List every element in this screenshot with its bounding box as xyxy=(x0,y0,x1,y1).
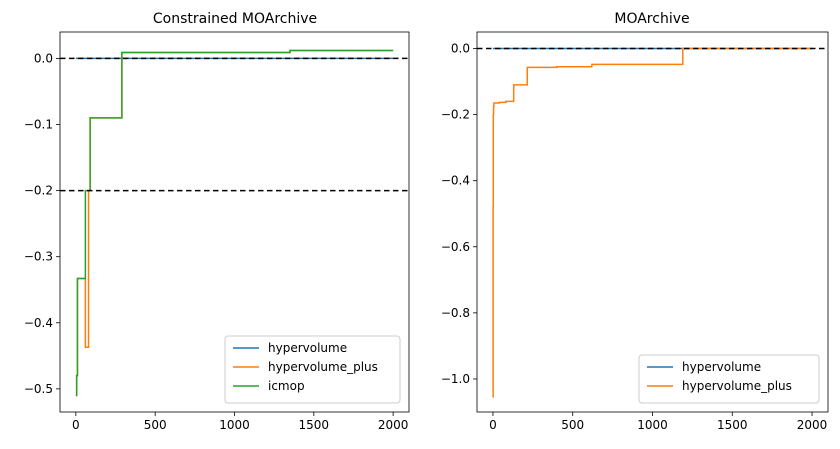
x-tick-label: 500 xyxy=(144,418,167,432)
y-tick-label: −0.4 xyxy=(441,174,470,188)
x-tick-label: 1500 xyxy=(299,418,330,432)
legend: hypervolume hypervolume_plus xyxy=(638,354,820,404)
x-tick-label: 1500 xyxy=(717,418,748,432)
y-tick-label: −0.2 xyxy=(24,184,53,198)
legend-box xyxy=(224,335,401,404)
y-tick-label: −1.0 xyxy=(441,372,470,386)
plot-area xyxy=(60,49,409,397)
legend-label-hypervolume_plus: hypervolume_plus xyxy=(268,360,378,374)
x-tick-label: 2000 xyxy=(378,418,409,432)
x-tick-label: 1000 xyxy=(637,418,668,432)
legend-label-hypervolume: hypervolume xyxy=(682,360,761,374)
y-tick-label: −0.8 xyxy=(441,306,470,320)
x-tick-label: 2000 xyxy=(797,418,828,432)
legend-label-hypervolume_plus: hypervolume_plus xyxy=(682,379,792,393)
legend-box xyxy=(638,354,820,404)
right-chart-title: MOArchive xyxy=(614,11,689,27)
x-tick-label: 0 xyxy=(72,418,80,432)
legend-label-hypervolume: hypervolume xyxy=(268,341,347,355)
x-tick-label: 0 xyxy=(489,418,497,432)
x-tick-label: 500 xyxy=(561,418,584,432)
y-tick-label: −0.3 xyxy=(24,250,53,264)
y-tick-label: 0.0 xyxy=(451,42,470,56)
series-line-hypervolume_plus xyxy=(492,47,813,398)
y-tick-label: −0.2 xyxy=(441,108,470,122)
left-chart: 0 500 1000 1500 2000 0.0 −0.1 −0.2 −0.3 −0.4 −0.5 h… xyxy=(24,31,410,432)
y-tick-label: −0.4 xyxy=(24,316,53,330)
y-tick-label: 0.0 xyxy=(34,51,53,65)
plot-area xyxy=(477,47,828,398)
x-tick-label: 1000 xyxy=(219,418,250,432)
legend-label-icmop: icmop xyxy=(268,379,305,393)
right-chart: 0 500 1000 1500 2000 0.0 −0.2 −0.4 −0.6 −0.8 −1.0 h… xyxy=(441,31,829,432)
y-tick-label: −0.5 xyxy=(24,382,53,396)
left-chart-title: Constrained MOArchive xyxy=(153,11,317,27)
y-tick-label: −0.6 xyxy=(441,240,470,254)
y-tick-label: −0.1 xyxy=(24,118,53,132)
